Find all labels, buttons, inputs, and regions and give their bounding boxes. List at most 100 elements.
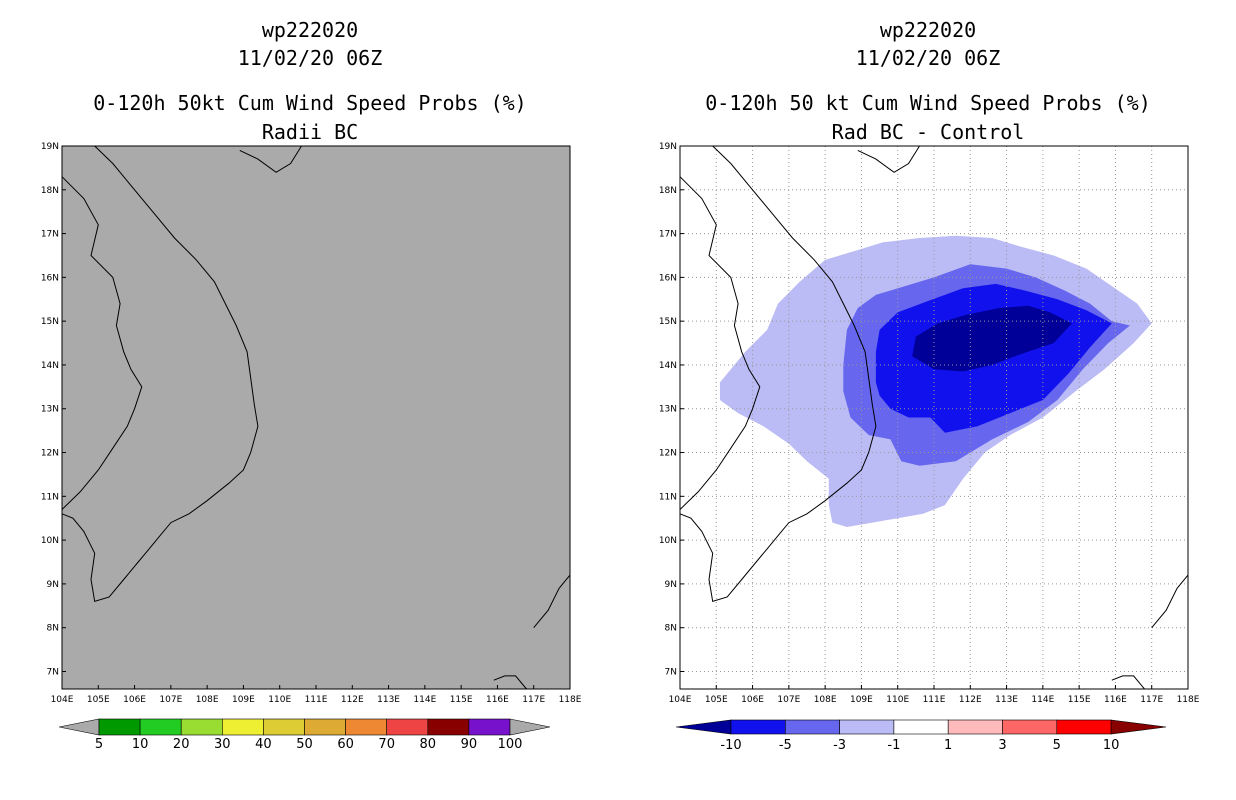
y-tick-label: 19N (41, 142, 59, 152)
y-tick-label: 7N (47, 667, 59, 677)
y-tick-label: 8N (47, 624, 59, 634)
right-gridlines (680, 146, 1188, 689)
coastline (239, 145, 302, 173)
left-title-subtitle: Radii BC (261, 120, 359, 144)
colorbar-segment (222, 718, 264, 736)
coastline (533, 574, 571, 629)
coastline (61, 176, 143, 510)
left-title-product: 0-120h 50kt Cum Wind Speed Probs (%) (93, 91, 527, 115)
y-tick-label: 16N (659, 273, 677, 283)
colorbar-label: 5 (1053, 738, 1061, 753)
colorbar-segment (893, 719, 949, 735)
colorbar-segment (1002, 719, 1058, 735)
colorbar-right-arrow (1110, 719, 1167, 735)
colorbar-segment (345, 718, 388, 736)
colorbar-label: 5 (95, 737, 103, 752)
colorbar-segment (947, 719, 1003, 735)
x-tick-label: 111E (305, 695, 328, 705)
x-tick-label: 108E (814, 695, 837, 705)
colorbar-segment (139, 718, 182, 736)
colorbar-label: 20 (173, 737, 190, 752)
x-tick-label: 115E (450, 695, 473, 705)
x-tick-label: 111E (923, 695, 946, 705)
colorbar-label: -3 (833, 738, 846, 753)
y-tick-label: 17N (41, 230, 59, 240)
x-tick-label: 114E (1031, 695, 1054, 705)
colorbar-segment (427, 718, 470, 736)
coastline (61, 145, 259, 603)
y-tick-label: 19N (659, 142, 677, 152)
field-contour-3 (912, 305, 1072, 372)
x-tick-label: 104E (669, 695, 692, 705)
colorbar-segment (386, 718, 429, 736)
right-axis-labels: 104E 105E 106E 107E 108E 109E 110E 111E 112E 113E… (659, 142, 1200, 705)
left-map-panel: 104E 105E 106E 107E 108E 109E 110E 111E 112E 113E… (41, 142, 582, 752)
y-tick-label: 7N (665, 667, 677, 677)
y-tick-label: 15N (659, 317, 677, 327)
x-tick-label: 109E (232, 695, 255, 705)
left-axis-labels: 104E 105E 106E 107E 108E 109E 110E 111E 112E 113E… (41, 142, 582, 705)
colorbar-segment (263, 718, 305, 736)
left-title-storm-id: wp222020 (261, 18, 359, 42)
colorbar-label: 80 (420, 737, 437, 752)
colorbar-segment (1056, 719, 1112, 735)
colorbar-segment (730, 719, 786, 735)
left-map-background (62, 146, 570, 689)
colorbar-label: 3 (998, 738, 1006, 753)
colorbar-label: 50 (296, 737, 313, 752)
colorbar-segment (180, 718, 223, 736)
y-tick-label: 12N (659, 449, 677, 459)
y-tick-label: 15N (41, 317, 59, 327)
colorbar-left-arrow (675, 719, 732, 735)
y-tick-label: 17N (659, 230, 677, 240)
x-tick-label: 104E (51, 695, 74, 705)
y-tick-label: 16N (41, 273, 59, 283)
y-tick-label: 14N (41, 361, 59, 371)
right-coastlines (679, 145, 1189, 690)
right-title-product: 0-120h 50 kt Cum Wind Speed Probs (%) (705, 91, 1151, 115)
y-tick-label: 8N (665, 624, 677, 634)
x-tick-label: 106E (741, 695, 764, 705)
colorbar-label: -1 (887, 738, 900, 753)
y-tick-label: 11N (41, 492, 59, 502)
y-tick-label: 10N (41, 536, 59, 546)
colorbar-segment (785, 719, 840, 735)
difference-field (719, 235, 1152, 528)
y-tick-label: 18N (41, 186, 59, 196)
colorbar-label: 10 (132, 737, 149, 752)
x-tick-label: 112E (341, 695, 364, 705)
y-tick-label: 12N (41, 449, 59, 459)
x-tick-label: 107E (777, 695, 800, 705)
coastline (493, 675, 527, 690)
colorbar-segment (839, 719, 895, 735)
y-tick-label: 11N (659, 492, 677, 502)
x-tick-label: 114E (413, 695, 436, 705)
y-tick-label: 9N (665, 580, 677, 590)
colorbar-label: -5 (779, 738, 792, 753)
x-tick-label: 118E (559, 695, 582, 705)
x-tick-label: 115E (1068, 695, 1091, 705)
left-colorbar: 5 10 20 30 40 50 60 70 80 90 100 (58, 718, 551, 752)
colorbar-segment (304, 718, 346, 736)
right-title-storm-id: wp222020 (879, 18, 977, 42)
x-tick-label: 112E (959, 695, 982, 705)
coastline (857, 145, 920, 173)
coastline (679, 176, 761, 510)
x-tick-label: 108E (196, 695, 219, 705)
colorbar-label: 60 (337, 737, 354, 752)
right-map-panel: 104E 105E 106E 107E 108E 109E 110E 111E 112E 113E… (659, 142, 1200, 753)
x-tick-label: 110E (886, 695, 909, 705)
y-tick-label: 18N (659, 186, 677, 196)
x-tick-label: 113E (377, 695, 400, 705)
colorbar-label: -10 (720, 738, 741, 753)
colorbar-label: 90 (461, 737, 478, 752)
y-tick-label: 10N (659, 536, 677, 546)
x-tick-label: 110E (268, 695, 291, 705)
right-colorbar: -10 -5 -3 -1 1 3 5 10 (675, 719, 1167, 753)
x-tick-label: 116E (486, 695, 509, 705)
colorbar-label: 10 (1103, 738, 1120, 753)
x-tick-label: 117E (522, 695, 545, 705)
coastline (1151, 574, 1189, 629)
x-tick-label: 109E (850, 695, 873, 705)
x-tick-label: 105E (705, 695, 728, 705)
